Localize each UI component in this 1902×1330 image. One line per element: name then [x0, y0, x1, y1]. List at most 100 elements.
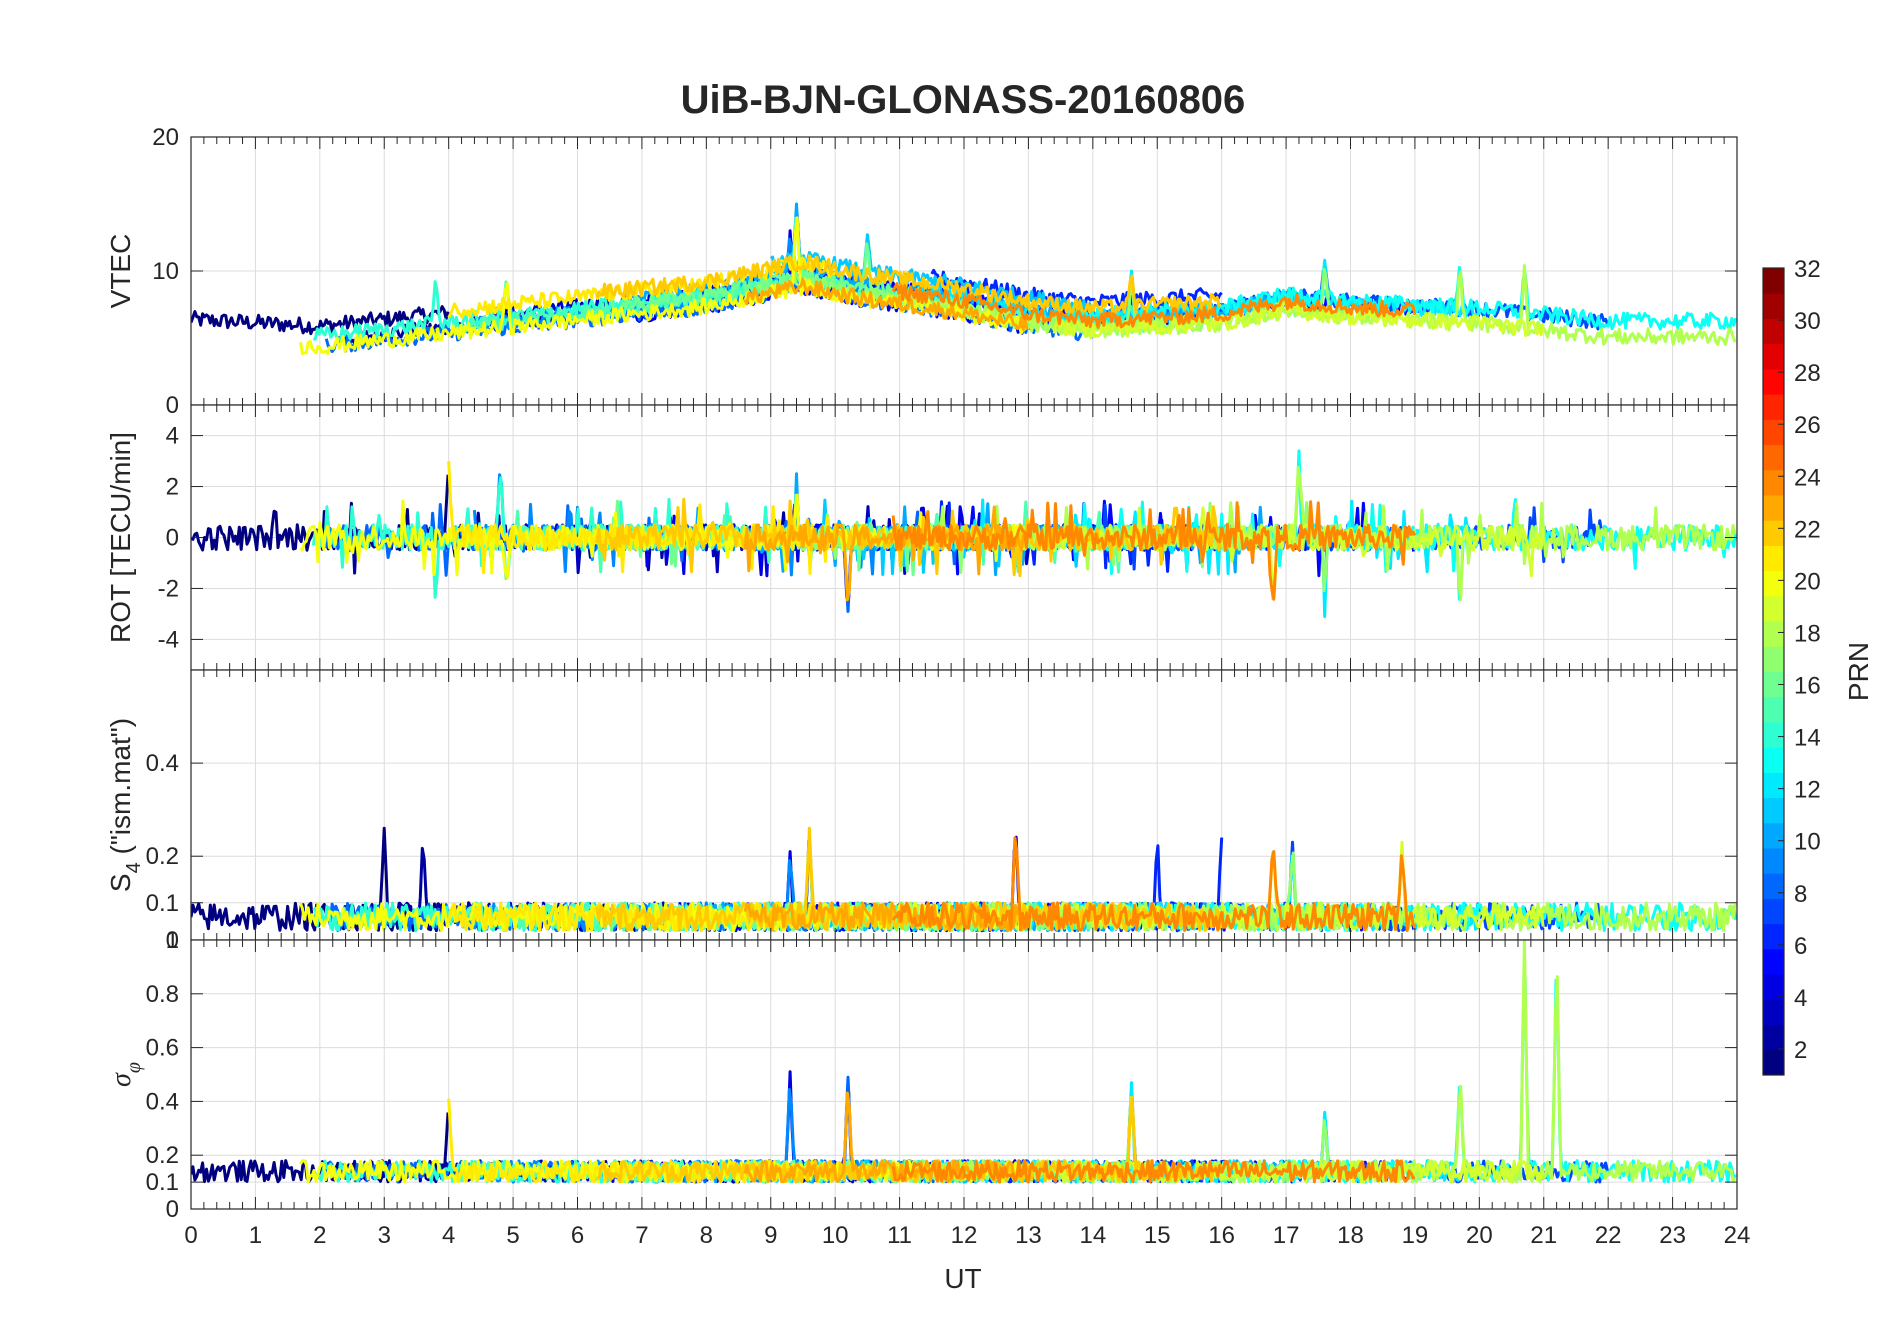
series-prn-1: [191, 305, 450, 336]
x-tick-label: 8: [700, 1222, 713, 1249]
x-tick-label: 4: [442, 1222, 455, 1249]
colorbar-swatch: [1763, 696, 1784, 723]
x-tick-label: 6: [571, 1222, 584, 1249]
x-tick-label: 1: [249, 1222, 262, 1249]
series-group: [191, 940, 1737, 1184]
colorbar-swatch: [1763, 974, 1784, 1000]
y-tick-label: -2: [158, 575, 179, 602]
x-tick-label: 5: [506, 1222, 519, 1249]
colorbar-swatch: [1763, 1024, 1784, 1051]
colorbar-swatch: [1763, 570, 1784, 597]
colorbar-tick-label: 14: [1794, 725, 1821, 752]
series-group: [191, 202, 1737, 356]
y-axis-label: σφ: [106, 1062, 145, 1087]
colorbar-tick-label: 10: [1794, 829, 1821, 856]
x-tick-label: 17: [1273, 1222, 1300, 1249]
y-tick-label: 0.4: [146, 1088, 179, 1115]
colorbar-tick-label: 16: [1794, 673, 1821, 700]
x-tick-label: 14: [1079, 1222, 1106, 1249]
y-axis-label: VTEC: [105, 234, 136, 309]
panel-rot: -4 -2 0 2 4 ROT [TECU/min]: [105, 404, 1738, 671]
series-prn-24: [891, 500, 1417, 601]
x-tick-label: 3: [378, 1222, 391, 1249]
colorbar-swatch: [1763, 520, 1784, 546]
colorbar-swatch: [1763, 646, 1784, 672]
colorbar-swatch: [1763, 444, 1784, 471]
y-tick-label: 10: [152, 258, 179, 285]
series-prn-23: [743, 901, 1029, 933]
x-tick-label: 23: [1659, 1222, 1686, 1249]
colorbar-swatch: [1763, 772, 1784, 799]
x-tick-label: 20: [1466, 1222, 1493, 1249]
colorbar-tick-label: 28: [1794, 360, 1821, 387]
x-tick-label: 24: [1724, 1222, 1751, 1249]
colorbar-swatch: [1763, 923, 1784, 950]
y-tick-label: 20: [152, 124, 179, 151]
colorbar-swatch: [1763, 368, 1784, 395]
y-tick-label: 0.6: [146, 1035, 179, 1062]
y-tick-label: 1: [166, 927, 179, 954]
y-tick-label: 0.2: [146, 843, 179, 870]
series-group: [191, 449, 1737, 618]
colorbar-swatch: [1763, 595, 1784, 622]
y-tick-label-top: 0: [166, 927, 179, 954]
x-tick-label: 15: [1144, 1222, 1171, 1249]
y-tick-label: 0.2: [146, 1142, 179, 1169]
colorbar-tick-label: 30: [1794, 308, 1821, 335]
colorbar-swatch: [1763, 721, 1784, 748]
colorbar-tick-label: 4: [1794, 985, 1807, 1012]
x-tick-label: 19: [1402, 1222, 1429, 1249]
colorbar-frame: [1762, 267, 1785, 1076]
colorbar-swatch: [1763, 898, 1784, 925]
x-tick-label: 7: [635, 1222, 648, 1249]
colorbar-swatch: [1763, 873, 1784, 899]
colorbar-tick-label: 12: [1794, 777, 1821, 804]
x-tick-label: 18: [1337, 1222, 1364, 1249]
y-tick-label: 0.1: [146, 1169, 179, 1196]
colorbar-swatch: [1763, 494, 1784, 521]
series-prn-22: [595, 254, 1222, 316]
x-tick-label: 10: [822, 1222, 849, 1249]
series-prn-23: [743, 505, 1029, 602]
y-tick-label: 0: [166, 1196, 179, 1223]
colorbar-swatch: [1763, 343, 1784, 370]
x-tick-label: 0: [184, 1222, 197, 1249]
y-tick-label: -4: [158, 626, 179, 653]
y-axis-label: ROT [TECU/min]: [105, 432, 136, 643]
colorbar-tick-label: 20: [1794, 568, 1821, 595]
y-tick-label: 2: [166, 474, 179, 501]
panel-s4: 0.1 0.2 0.4S4 ("ism.mat"): [105, 669, 1738, 941]
y-tick-label: 0.8: [146, 981, 179, 1008]
x-axis-label: UT: [944, 1263, 981, 1294]
series-prn-19: [1052, 301, 1545, 340]
colorbar-tick-label: 18: [1794, 620, 1821, 647]
colorbar-label: PRN: [1843, 642, 1874, 701]
x-tick-label: 12: [951, 1222, 978, 1249]
y-axis-label: S4 ("ism.mat"): [105, 718, 145, 892]
series-prn-1: [191, 826, 450, 933]
y-tick-label: 4: [166, 423, 179, 450]
x-tick-label: 2: [313, 1222, 326, 1249]
colorbar-swatch: [1763, 293, 1784, 319]
y-tick-label: 0.1: [146, 890, 179, 917]
colorbar-tick-label: 22: [1794, 516, 1821, 543]
y-tick-label: 0: [166, 392, 179, 419]
chart-title: UiB-BJN-GLONASS-20160806: [681, 78, 1246, 122]
series-prn-24: [891, 1159, 1416, 1184]
colorbar-swatch: [1763, 545, 1784, 572]
colorbar-swatch: [1763, 848, 1784, 874]
x-tick-label: 13: [1015, 1222, 1042, 1249]
x-tick-label: 21: [1530, 1222, 1557, 1249]
y-tick-label: 0: [166, 525, 179, 552]
colorbar-swatch: [1763, 822, 1784, 849]
y-tick-label: 0.4: [146, 750, 179, 777]
colorbar-swatch: [1763, 948, 1784, 975]
colorbar-tick-label: 6: [1794, 933, 1807, 960]
x-tick-label: 16: [1208, 1222, 1235, 1249]
colorbar-tick-label: 8: [1794, 881, 1807, 908]
panel-vtec: 0 10 20 VTEC: [105, 124, 1738, 419]
